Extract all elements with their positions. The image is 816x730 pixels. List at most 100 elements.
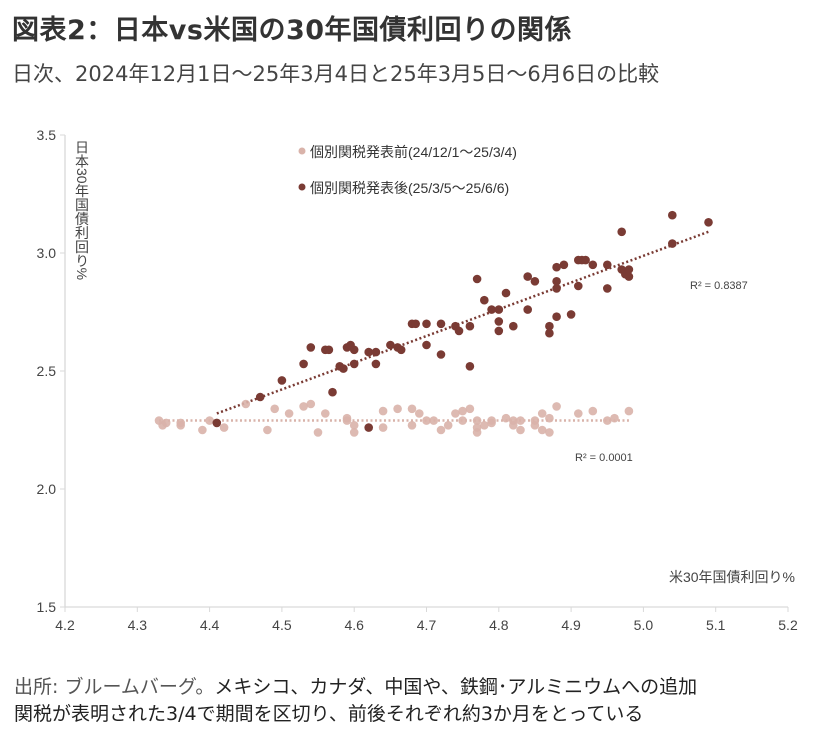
axes: 4.2 4.3 4.4 4.5 4.6 4.7 4.8 4.9 5.0 5.1 5.2 1.5 2.0 2… (37, 127, 798, 633)
point-before (407, 404, 417, 414)
point-after (371, 347, 381, 357)
x-tick-label: 5.0 (634, 617, 654, 633)
point-before (321, 409, 330, 418)
point-after (306, 343, 316, 352)
point-before (407, 421, 417, 430)
point-before (509, 416, 518, 425)
source-label: 出所: ブルームバーグ。 (14, 676, 215, 698)
point-before (299, 402, 308, 411)
point-before (472, 428, 482, 437)
point-after (509, 321, 518, 331)
point-before (378, 423, 388, 432)
point-after (364, 423, 374, 432)
point-after (299, 359, 308, 369)
point-before (429, 416, 439, 425)
point-after (328, 387, 337, 397)
point-before (552, 402, 561, 411)
point-before (198, 425, 207, 435)
point-before (422, 416, 431, 425)
point-after (566, 310, 576, 319)
point-before (458, 416, 467, 425)
point-before (465, 404, 475, 414)
legend-label-before: 個別関税発表前(24/12/1～25/3/4) (310, 144, 517, 160)
point-after (465, 321, 475, 331)
point-before (537, 425, 547, 435)
y-tick-label: 2.5 (37, 363, 57, 379)
r-squared-before: R² = 0.0001 (575, 452, 633, 464)
footer-line-1-text: メキシコ、カナダ、中国や、鉄鋼･アルミニウムへの追加 (214, 676, 698, 698)
point-before (451, 409, 460, 418)
point-after (436, 350, 446, 359)
point-before (176, 421, 185, 430)
point-before (472, 416, 482, 425)
x-tick-label: 4.9 (561, 617, 581, 633)
point-before (624, 406, 634, 416)
point-after (617, 227, 626, 237)
point-before (443, 421, 453, 430)
x-tick-label: 4.6 (344, 617, 364, 633)
point-before (516, 425, 525, 435)
y-tick-label: 3.0 (37, 245, 57, 261)
point-before (270, 404, 280, 414)
point-after (436, 319, 446, 329)
point-before (480, 421, 489, 430)
point-before (574, 409, 583, 418)
point-after (603, 284, 612, 293)
point-after (545, 328, 554, 338)
point-before (393, 404, 402, 414)
footer-line-1: 出所: ブルームバーグ。メキシコ、カナダ、中国や、鉄鋼･アルミニウムへの追加 (14, 674, 697, 701)
point-after (624, 265, 634, 274)
legend-label-after: 個別関税発表後(25/3/5～25/6/6) (310, 180, 509, 196)
point-after (552, 277, 561, 286)
point-before (241, 399, 251, 409)
point-after (364, 347, 374, 357)
point-after (480, 295, 489, 305)
point-after (581, 255, 590, 265)
trendline-after (216, 230, 709, 415)
point-after (603, 260, 612, 270)
x-tick-label: 4.5 (272, 617, 292, 633)
point-before (603, 416, 612, 425)
chart-title: 図表2：日本vs米国の30年国債利回りの関係 (12, 15, 573, 46)
point-after (454, 326, 464, 336)
point-after (545, 321, 554, 331)
point-after (530, 277, 540, 286)
point-before (378, 406, 388, 416)
point-before (415, 409, 424, 418)
point-after (704, 218, 713, 227)
point-before (610, 413, 619, 423)
point-before (530, 421, 540, 430)
point-before (537, 409, 547, 418)
point-after (371, 359, 381, 369)
chart-subtitle: 日次、2024年12月1日～25年3月4日と25年3月5日～6月6日の比較 (12, 62, 660, 86)
x-tick-label: 5.1 (706, 617, 726, 633)
point-after (552, 284, 561, 293)
point-before (487, 416, 496, 425)
footer-line-2: 関税が表明された3/4で期間を区切り、前後それぞれ約3か月をとっている (14, 703, 644, 725)
point-before (545, 428, 554, 437)
y-tick-label: 2.0 (37, 481, 57, 497)
x-tick-label: 5.2 (778, 617, 798, 633)
point-after (396, 345, 406, 355)
point-after (349, 345, 359, 355)
point-after (494, 317, 504, 326)
point-after (349, 359, 359, 369)
trendlines (158, 230, 709, 422)
x-tick-label: 4.3 (128, 617, 148, 633)
legend-marker-before (298, 147, 306, 155)
point-before (501, 413, 511, 423)
point-after (411, 319, 421, 329)
footer-note: 出所: ブルームバーグ。メキシコ、カナダ、中国や、鉄鋼･アルミニウムへの追加 関… (14, 674, 697, 728)
point-before (219, 423, 229, 432)
point-before (306, 399, 316, 409)
point-before (342, 416, 352, 425)
point-after (668, 239, 677, 248)
point-after (386, 340, 395, 350)
legend: 個別関税発表前(24/12/1～25/3/4) 個別関税発表後(25/3/5～2… (298, 144, 517, 196)
point-before (313, 428, 323, 437)
point-after (552, 262, 561, 272)
point-before (516, 416, 525, 425)
point-before (545, 413, 554, 423)
point-after (494, 305, 504, 314)
point-after (422, 319, 431, 329)
